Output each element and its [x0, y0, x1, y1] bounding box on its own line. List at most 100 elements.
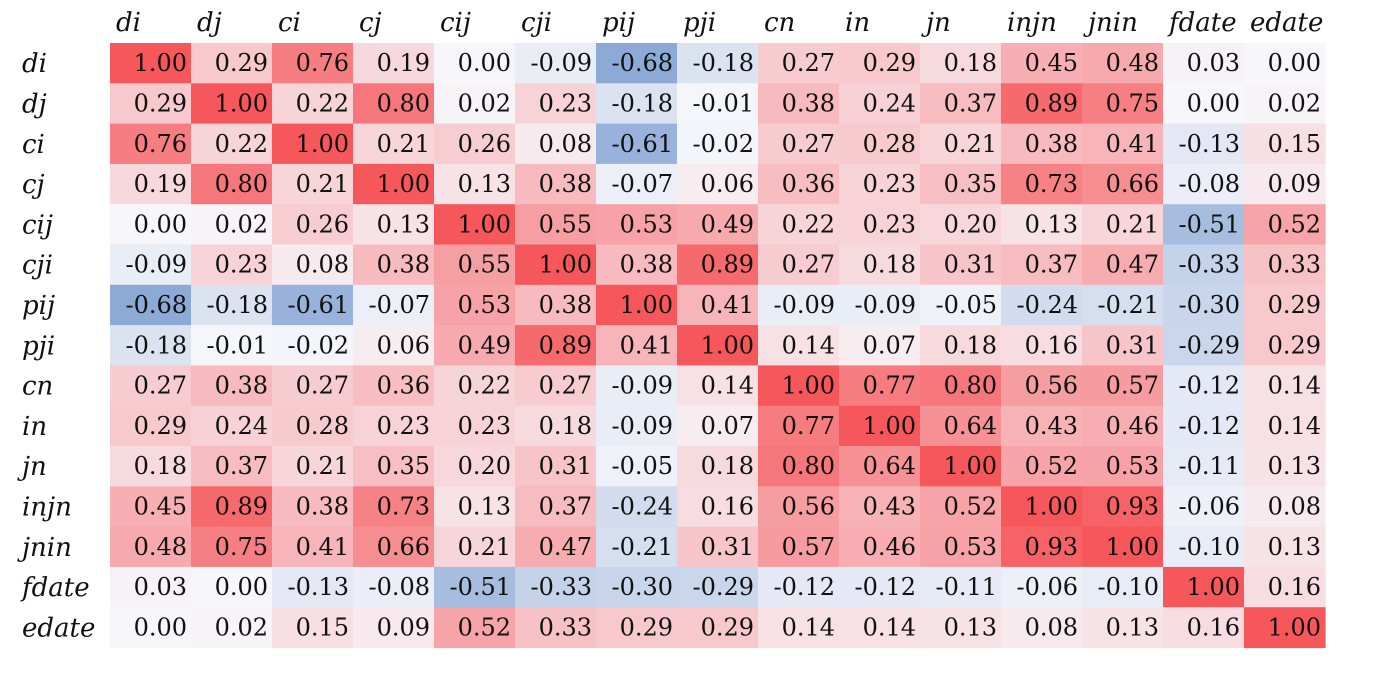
column-label-cj: cj	[359, 8, 382, 38]
cell-value-cn-jn: 0.80	[944, 372, 997, 400]
cell-value-cji-jn: 0.31	[944, 251, 997, 279]
cell-fdate-cji	[515, 566, 597, 608]
cell-ci-jn	[920, 123, 1002, 165]
cell-value-pij-dj: -0.18	[206, 291, 268, 319]
row-label-dj: dj	[22, 89, 47, 119]
cell-cji-pij	[596, 244, 678, 286]
cell-value-cij-pij: 0.53	[620, 210, 673, 238]
cell-ci-fdate	[1163, 123, 1245, 165]
cell-value-edate-pji: 0.29	[701, 613, 754, 641]
cell-injn-cn	[758, 486, 840, 528]
cell-value-cn-injn: 0.56	[1025, 372, 1078, 400]
cell-value-edate-pij: 0.29	[620, 613, 673, 641]
cell-cn-pji	[677, 365, 759, 407]
column-label-ci: ci	[278, 8, 301, 38]
cell-pij-cji	[515, 284, 597, 326]
cell-jn-jnin	[1082, 446, 1164, 487]
cell-dj-pji	[677, 83, 759, 125]
row-label-ci: ci	[22, 130, 45, 160]
cell-value-jnin-jn: 0.53	[944, 533, 997, 561]
cell-cij-di	[110, 204, 192, 246]
cell-pij-dj	[191, 284, 273, 326]
cell-value-di-cij: 0.00	[458, 49, 511, 77]
cell-value-injn-jn: 0.52	[944, 492, 997, 520]
cell-ci-pij	[596, 123, 678, 165]
cell-jnin-pij	[596, 526, 678, 568]
cell-value-cji-ci: 0.08	[296, 251, 349, 279]
cell-edate-di	[110, 607, 192, 649]
cell-value-pji-cj: 0.06	[377, 331, 430, 359]
cell-cij-pji	[677, 204, 759, 246]
cell-cji-cij	[434, 244, 516, 286]
cell-value-edate-jnin: 0.13	[1106, 613, 1159, 641]
cell-value-dj-cji: 0.23	[539, 89, 592, 117]
row-label-di: di	[22, 49, 47, 79]
column-label-di: di	[116, 8, 141, 38]
cell-jnin-ci	[272, 526, 354, 568]
cell-value-fdate-cij: -0.51	[449, 573, 511, 601]
cell-di-cji	[515, 43, 597, 84]
cell-jn-pji	[677, 446, 759, 487]
cell-value-jn-jn: 1.00	[944, 452, 997, 480]
cell-value-jnin-cj: 0.66	[377, 533, 430, 561]
cell-value-injn-in: 0.43	[863, 492, 916, 520]
cell-in-cn	[758, 405, 840, 447]
cell-ci-injn	[1001, 123, 1083, 165]
cell-value-edate-fdate: 0.16	[1187, 613, 1240, 641]
cell-value-di-jnin: 0.48	[1106, 49, 1159, 77]
cell-value-dj-di: 0.29	[134, 89, 187, 117]
cell-value-ci-pji: -0.02	[692, 130, 754, 158]
cell-value-jnin-fdate: -0.10	[1178, 533, 1240, 561]
cell-value-cn-ci: 0.27	[296, 372, 349, 400]
cell-edate-in	[839, 607, 921, 649]
cell-jn-jn	[920, 446, 1002, 487]
cell-jnin-fdate	[1163, 526, 1245, 568]
cell-value-jnin-pji: 0.31	[701, 533, 754, 561]
cell-value-jnin-cij: 0.21	[458, 533, 511, 561]
cell-cn-cji	[515, 365, 597, 407]
cell-jn-di	[110, 446, 192, 487]
cell-value-cij-jn: 0.20	[944, 210, 997, 238]
cell-ci-dj	[191, 123, 273, 165]
cell-pji-cij	[434, 325, 516, 366]
cell-cji-injn	[1001, 244, 1083, 286]
cell-value-in-cij: 0.23	[458, 412, 511, 440]
cell-value-di-fdate: 0.03	[1187, 49, 1240, 77]
cell-dj-in	[839, 83, 921, 125]
cell-ci-edate	[1244, 123, 1326, 165]
cell-ci-ci	[272, 123, 354, 165]
cell-dj-jn	[920, 83, 1002, 125]
cell-fdate-jnin	[1082, 566, 1164, 608]
cell-dj-jnin	[1082, 83, 1164, 125]
cell-injn-jn	[920, 486, 1002, 528]
cell-cij-cj	[353, 204, 435, 246]
cell-value-ci-cj: 0.21	[377, 130, 430, 158]
cell-injn-fdate	[1163, 486, 1245, 528]
cell-value-cn-cij: 0.22	[458, 372, 511, 400]
cell-cj-fdate	[1163, 163, 1245, 205]
cell-value-jnin-dj: 0.75	[215, 533, 268, 561]
cell-value-jn-fdate: -0.11	[1178, 452, 1240, 480]
cell-cji-cji	[515, 244, 597, 286]
cell-cji-jn	[920, 244, 1002, 286]
cell-value-di-pij: -0.68	[611, 49, 673, 77]
row-label-cn: cn	[22, 372, 53, 402]
cell-value-cij-fdate: -0.51	[1178, 210, 1240, 238]
cell-fdate-fdate	[1163, 566, 1245, 608]
cell-jnin-cj	[353, 526, 435, 568]
row-label-cij: cij	[22, 210, 53, 240]
cell-value-pji-edate: 0.29	[1268, 331, 1321, 359]
cell-value-fdate-injn: -0.06	[1016, 573, 1078, 601]
cell-cij-pij	[596, 204, 678, 246]
cell-value-pji-di: -0.18	[125, 331, 187, 359]
cell-value-fdate-in: -0.12	[854, 573, 916, 601]
cell-jnin-cij	[434, 526, 516, 568]
cell-cj-dj	[191, 163, 273, 205]
cell-cj-pji	[677, 163, 759, 205]
column-label-pij: pij	[602, 8, 635, 38]
cell-cn-edate	[1244, 365, 1326, 407]
cell-value-pji-ci: -0.02	[287, 331, 349, 359]
cell-value-cj-cij: 0.13	[458, 170, 511, 198]
cell-value-pij-edate: 0.29	[1268, 291, 1321, 319]
